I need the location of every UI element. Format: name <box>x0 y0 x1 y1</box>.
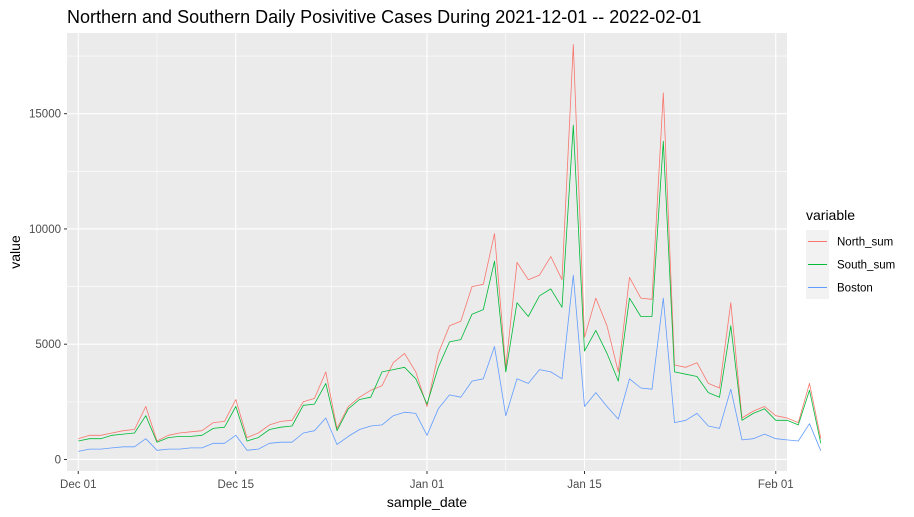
y-tick-label: 10000 <box>29 224 61 236</box>
grid-major <box>67 33 787 471</box>
series-layer <box>78 44 822 452</box>
x-axis-title: sample_date <box>387 494 467 510</box>
x-tick-label: Dec 01 <box>60 479 96 491</box>
legend-label: Boston <box>837 283 873 295</box>
legend: variable North_sum South_sum Boston <box>806 207 895 299</box>
series-line-North_sum <box>78 44 822 442</box>
x-tick-label: Jan 01 <box>410 479 445 491</box>
y-axis-title: value <box>7 235 23 269</box>
y-tick-label: 0 <box>55 454 61 466</box>
y-axis: 0 5000 10000 15000 <box>29 109 67 466</box>
legend-label: South_sum <box>837 260 895 272</box>
y-tick-label: 15000 <box>29 109 61 121</box>
x-tick-label: Dec 15 <box>218 479 254 491</box>
series-line-South_sum <box>78 124 822 444</box>
x-axis: Dec 01 Dec 15 Jan 01 Jan 15 Feb 01 <box>60 471 794 491</box>
legend-title: variable <box>806 207 855 223</box>
y-tick-label: 5000 <box>35 339 61 351</box>
legend-label: North_sum <box>837 237 893 249</box>
chart-title: Northern and Southern Daily Posivitive C… <box>67 7 701 27</box>
x-tick-label: Jan 15 <box>567 479 602 491</box>
x-tick-label: Feb 01 <box>758 479 794 491</box>
series-line-Boston <box>78 274 822 452</box>
